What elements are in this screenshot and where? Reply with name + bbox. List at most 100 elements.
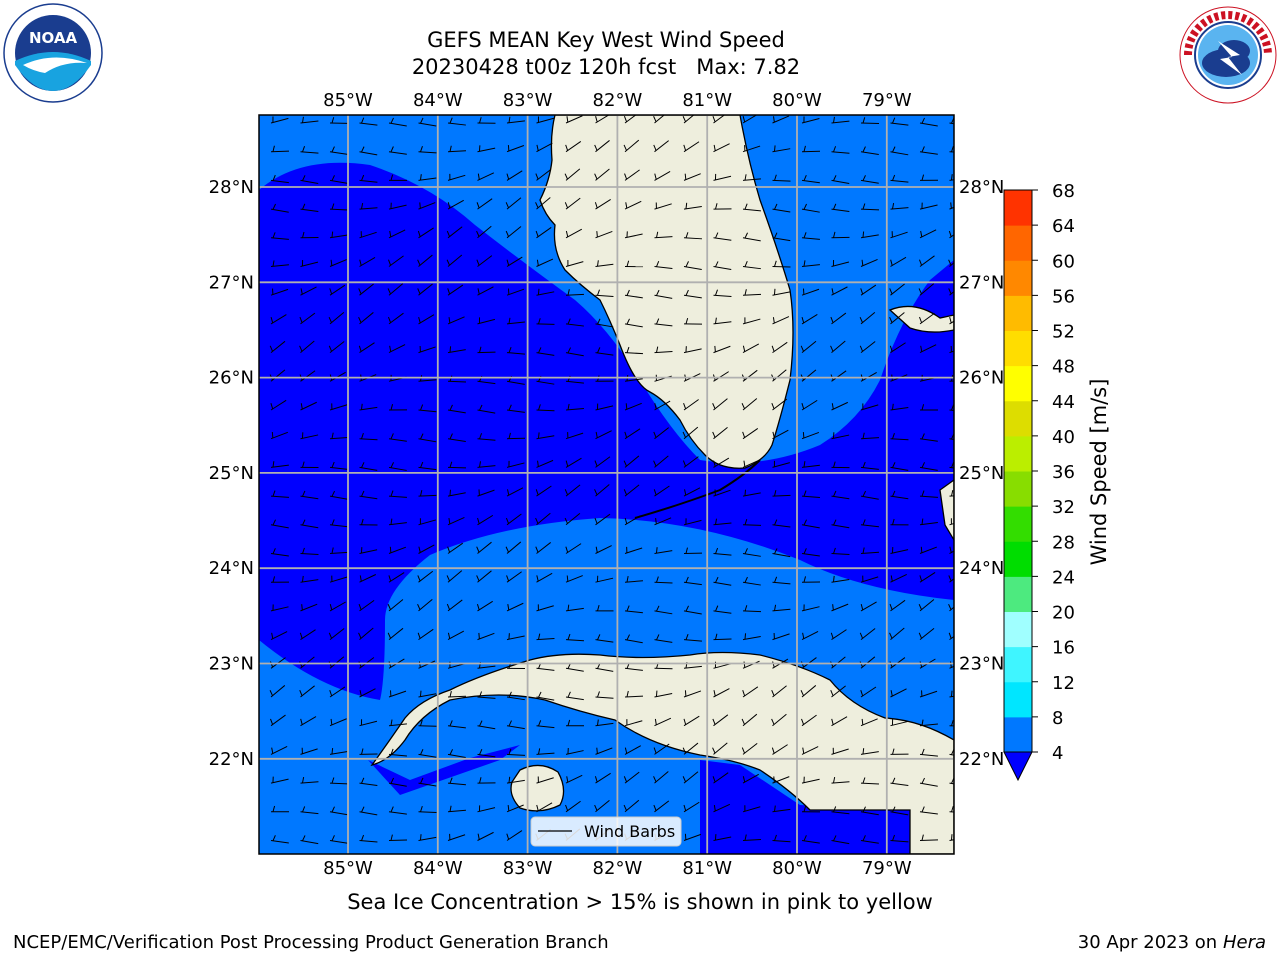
wind-barb: [536, 633, 555, 641]
wind-barb: [388, 146, 407, 155]
wind-barb: [742, 232, 761, 242]
wind-barb: [890, 547, 909, 554]
wind-barb: [418, 690, 437, 698]
wind-barb: [683, 346, 702, 354]
wind-barb: [359, 117, 378, 126]
wind-barb: [890, 573, 907, 583]
wind-barb: [329, 686, 346, 698]
wind-barb: [801, 399, 818, 411]
wind-barb: [949, 805, 954, 813]
wind-barb: [919, 462, 938, 471]
wind-barb: [712, 427, 728, 440]
florida-keys: [634, 459, 761, 519]
wind-barb: [889, 627, 905, 640]
wind-barb: [919, 117, 938, 127]
wind-barb: [654, 547, 673, 554]
wind-barb: [742, 145, 761, 153]
wind-barb: [654, 202, 672, 210]
wind-barb: [564, 197, 581, 210]
lon-label-bottom: 79°W: [862, 858, 912, 879]
wind-barb: [594, 484, 610, 497]
wind-barb: [536, 432, 555, 440]
wind-barb: [653, 427, 669, 440]
colorbar-segment: [1004, 471, 1032, 507]
wind-barb: [860, 284, 877, 296]
wind-barb: [477, 461, 496, 468]
wind-barb: [859, 628, 876, 640]
wind-barb: [594, 456, 611, 468]
wind-barb: [359, 719, 378, 727]
wind-barb: [801, 805, 821, 813]
wind-barb: [269, 340, 286, 353]
wind-barb: [329, 777, 349, 785]
wind-barb: [682, 426, 699, 440]
wind-barb: [919, 433, 938, 442]
wind-barb: [506, 317, 525, 325]
wind-barb: [270, 576, 290, 583]
wind-barb: [653, 455, 669, 468]
wind-barb: [713, 457, 730, 468]
wind-barb: [565, 633, 584, 642]
wind-barb: [831, 175, 850, 184]
wind-barb: [418, 202, 436, 210]
wind-barb: [329, 203, 349, 211]
wind-barb: [359, 688, 376, 698]
wind-barb: [624, 318, 643, 328]
wind-barb: [595, 719, 614, 727]
wind-barb: [477, 748, 496, 758]
wind-barb: [506, 720, 525, 730]
lat-label-right: 28°N: [959, 177, 1004, 198]
lat-label-left: 26°N: [209, 368, 254, 389]
wind-barb: [713, 605, 732, 614]
wind-barb: [417, 628, 434, 641]
colorbar-tick-label: 60: [1052, 251, 1075, 272]
wind-barb: [417, 254, 433, 267]
wind-barb: [388, 462, 407, 471]
wind-barb: [418, 174, 437, 181]
wind-barb: [536, 776, 554, 784]
wind-barb: [506, 776, 525, 784]
wind-barb: [329, 601, 346, 612]
wind-barb: [329, 231, 348, 239]
wind-barb: [418, 777, 437, 787]
wind-barb: [270, 174, 289, 184]
wind-barb: [742, 605, 762, 613]
wind-barb: [505, 513, 522, 526]
colorbar-tick-label: 28: [1052, 532, 1075, 553]
wind-barb: [948, 603, 954, 612]
wind-barb: [712, 772, 729, 784]
wind-barb: [535, 485, 552, 497]
wind-barb: [476, 255, 493, 267]
wind-barb: [742, 203, 761, 212]
wind-barb: [299, 340, 315, 353]
wind-barb: [477, 777, 496, 784]
wind-barb: [801, 431, 820, 440]
wind-barb: [418, 834, 437, 841]
wind-barb: [447, 117, 466, 126]
wind-barb: [801, 746, 819, 755]
wind-barb: [329, 284, 346, 296]
wind-barb: [506, 830, 523, 841]
wind-barb: [654, 605, 673, 615]
wind-barb: [328, 341, 345, 353]
wind-barb: [387, 599, 404, 612]
wind-barb: [506, 288, 525, 296]
wind-barb: [624, 231, 643, 239]
wind-barb: [624, 200, 642, 210]
wind-barb: [595, 430, 612, 440]
wind-barb: [624, 745, 641, 755]
wind-barb: [300, 116, 319, 124]
wind-barb: [831, 575, 850, 583]
wind-barb: [299, 312, 316, 325]
wind-barb: [713, 203, 732, 210]
wind-barb: [712, 115, 726, 124]
wind-barb: [329, 175, 348, 184]
wind-barb: [300, 432, 319, 440]
wind-barb: [860, 806, 879, 816]
wind-barb: [388, 572, 405, 583]
wind-barb: [565, 719, 585, 727]
lon-label-top: 81°W: [682, 90, 732, 111]
wind-barb: [447, 690, 467, 698]
